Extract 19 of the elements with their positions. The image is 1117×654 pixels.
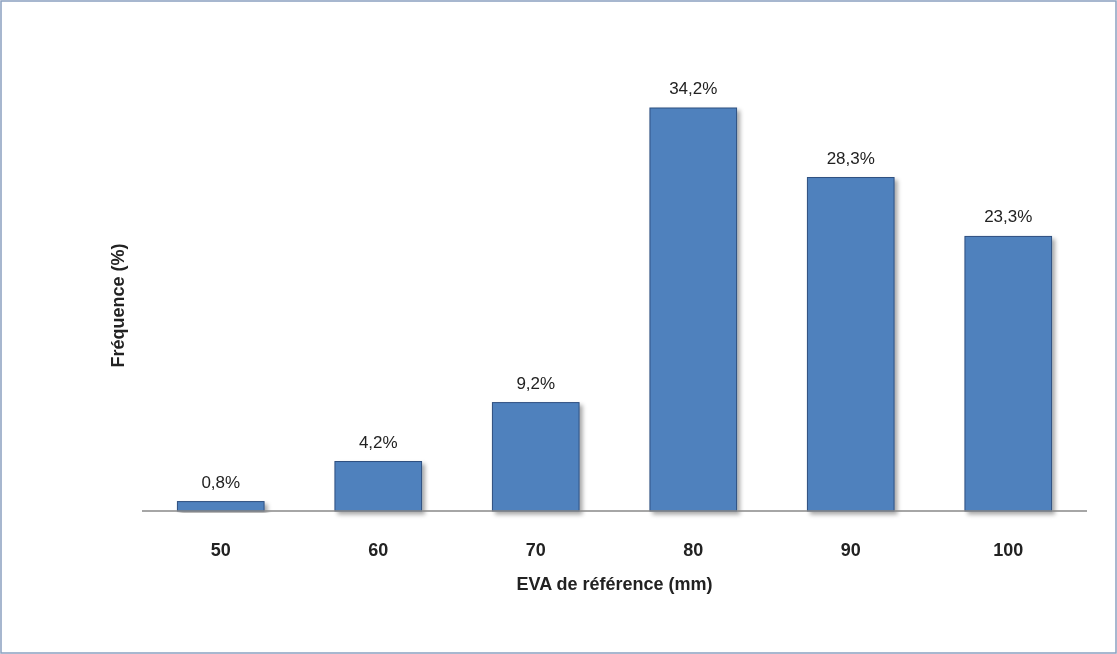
x-axis-title: EVA de référence (mm) — [516, 574, 713, 594]
bar — [649, 107, 738, 512]
bar — [491, 402, 580, 512]
data-label: 0,8% — [201, 472, 241, 492]
data-label: 4,2% — [358, 432, 398, 452]
x-tick-label: 70 — [525, 540, 546, 560]
data-label: 23,3% — [984, 207, 1033, 227]
bar — [964, 235, 1053, 512]
x-tick-label: 80 — [683, 540, 704, 560]
x-tick-label: 100 — [993, 540, 1024, 560]
y-axis-title: Fréquence (%) — [108, 243, 128, 368]
bar — [334, 461, 423, 512]
data-label: 34,2% — [669, 79, 718, 98]
x-tick-label: 90 — [840, 540, 861, 560]
x-tick-label: 60 — [368, 540, 389, 560]
data-label: 9,2% — [516, 373, 556, 393]
bar — [806, 177, 895, 512]
data-label: 28,3% — [826, 148, 875, 168]
x-tick-label: 50 — [210, 540, 231, 560]
